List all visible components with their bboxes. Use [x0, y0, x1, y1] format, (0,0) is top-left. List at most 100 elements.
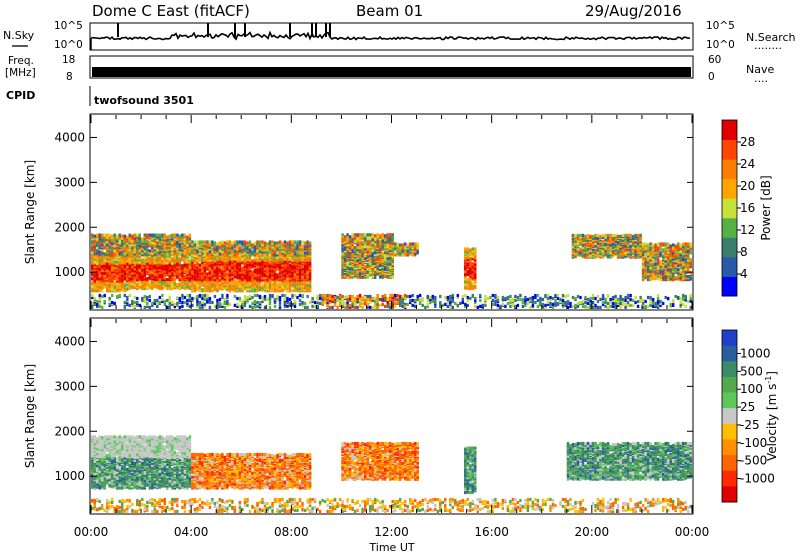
heatmap-cell — [644, 274, 647, 278]
heatmap-cell — [619, 254, 622, 258]
heatmap-cell — [223, 279, 227, 283]
heatmap-cell — [171, 257, 174, 261]
heatmap-cell — [193, 263, 197, 267]
heatmap-cell — [278, 244, 282, 248]
heatmap-cell — [306, 240, 309, 244]
heatmap-cell — [186, 268, 189, 272]
heatmap-cell — [471, 275, 474, 279]
heatmap-cell — [108, 233, 111, 237]
heatmap-cell — [371, 268, 374, 272]
heatmap-cell — [256, 274, 259, 278]
heatmap-cell — [106, 277, 109, 281]
heatmap-cell — [213, 262, 217, 266]
heatmap-cell — [118, 274, 121, 278]
heatmap-cell — [273, 257, 277, 261]
heatmap-cell — [171, 249, 174, 253]
heatmap-cell — [161, 280, 164, 284]
noise-search-label: N.Search — [746, 31, 796, 44]
heatmap-cell — [288, 248, 292, 252]
heatmap-cell — [131, 282, 134, 286]
heatmap-cell — [156, 233, 159, 237]
heatmap-cell — [183, 275, 187, 279]
heatmap-cell — [394, 242, 397, 246]
heatmap-cell — [211, 251, 214, 255]
heatmap-cell — [596, 240, 600, 244]
date-label: 29/Aug/2016 — [585, 2, 682, 20]
heatmap-cell — [168, 280, 171, 284]
heatmap-cell — [246, 244, 249, 248]
heatmap-cell — [151, 236, 154, 240]
heatmap-cell — [248, 247, 252, 251]
heatmap-cell — [283, 247, 287, 251]
heatmap-cell — [601, 249, 605, 253]
heatmap-cell — [306, 264, 309, 268]
heatmap-cell — [181, 276, 184, 280]
heatmap-cell — [276, 283, 279, 287]
heatmap-cell — [271, 245, 274, 249]
heatmap-cell — [183, 262, 187, 266]
heatmap-cell — [271, 253, 274, 257]
heatmap-cell — [399, 251, 402, 255]
heatmap-cell — [148, 233, 151, 237]
heatmap-cell — [241, 268, 244, 272]
heatmap-cell — [106, 240, 109, 244]
heatmap-cell — [238, 279, 242, 283]
heatmap-cell — [108, 277, 111, 281]
heatmap-cell — [233, 279, 237, 283]
heatmap-cell — [193, 269, 197, 273]
heatmap-cell — [469, 271, 472, 275]
heatmap-cell — [158, 233, 161, 237]
heatmap-cell — [629, 235, 632, 239]
heatmap-cell — [396, 246, 399, 250]
heatmap-cell — [186, 245, 189, 249]
heatmap-cell — [213, 287, 217, 291]
heatmap-cell — [221, 240, 224, 244]
heatmap-cell — [251, 262, 254, 266]
heatmap-cell — [346, 262, 349, 267]
heatmap-cell — [579, 241, 582, 245]
heatmap-cell — [171, 239, 174, 243]
heatmap-cell — [161, 270, 164, 274]
heatmap-cell — [358, 243, 362, 247]
heatmap-cell — [156, 270, 159, 274]
heatmap-cell — [113, 241, 116, 245]
heatmap-cell — [133, 279, 136, 283]
heatmap-cell — [248, 287, 252, 291]
heatmap-cell — [599, 249, 602, 253]
heatmap-cell — [116, 273, 119, 277]
heatmap-cell — [146, 233, 149, 237]
heatmap-cell — [273, 289, 277, 293]
heatmap-cell — [108, 289, 111, 293]
heatmap-cell — [101, 238, 104, 242]
heatmap-cell — [281, 285, 284, 289]
heatmap-cell — [168, 282, 171, 286]
heatmap-cell — [221, 264, 224, 268]
heatmap-cell — [188, 237, 192, 241]
heatmap-cell — [278, 250, 282, 254]
heatmap-cell — [236, 242, 239, 246]
heatmap-cell — [281, 282, 284, 286]
heatmap-cell — [371, 264, 374, 268]
heatmap-cell — [128, 264, 131, 268]
heatmap-cell — [146, 281, 149, 285]
heatmap-cell — [341, 270, 344, 274]
heatmap-cell — [611, 242, 615, 246]
heatmap-cell — [364, 269, 367, 273]
heatmap-cell — [396, 244, 399, 248]
heatmap-cell — [296, 268, 299, 272]
heatmap-cell — [201, 283, 204, 287]
heatmap-cell — [389, 249, 392, 253]
heatmap-cell — [146, 277, 149, 281]
heatmap-cell — [136, 240, 139, 244]
heatmap-cell — [201, 240, 204, 244]
heatmap-cell — [238, 247, 242, 251]
heatmap-cell — [364, 236, 367, 240]
heatmap-cell — [131, 265, 134, 269]
heatmap-cell — [218, 267, 222, 271]
heatmap-cell — [226, 276, 229, 280]
heatmap-cell — [343, 246, 347, 250]
heatmap-cell — [283, 259, 287, 263]
heatmap-cell — [258, 266, 262, 270]
heatmap-cell — [273, 260, 277, 264]
heatmap-cell — [233, 262, 237, 266]
